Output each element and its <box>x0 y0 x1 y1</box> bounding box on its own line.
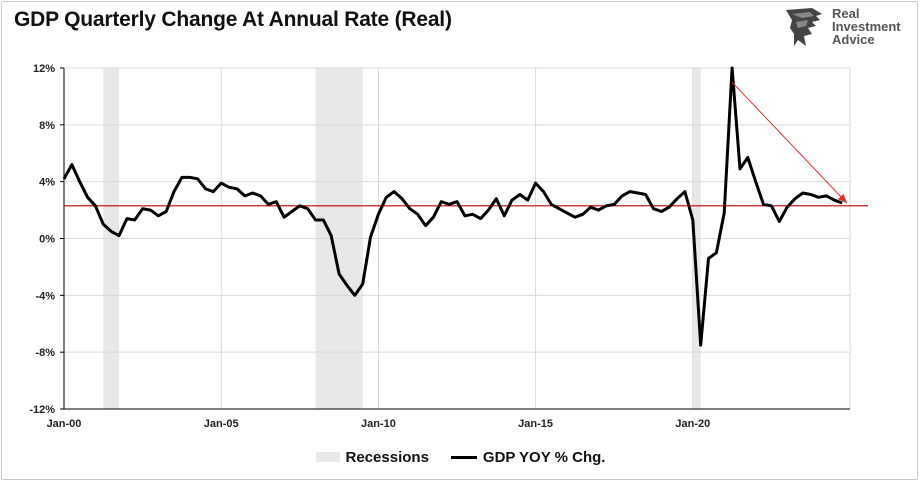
chart-legend: Recessions GDP YOY % Chg. <box>0 446 921 468</box>
brand-line-1: Real <box>832 6 860 21</box>
legend-label-recessions: Recessions <box>345 448 429 466</box>
chart-title: GDP Quarterly Change At Annual Rate (Rea… <box>14 8 452 31</box>
y-tick-label: 12% <box>33 63 55 75</box>
y-tick-label: 8% <box>39 120 55 132</box>
legend-item-gdp: GDP YOY % Chg. <box>450 448 606 466</box>
x-tick-label: Jan-15 <box>518 418 553 430</box>
y-tick-label: 4% <box>39 177 55 189</box>
brand-name: Real Investment Advice <box>832 7 901 46</box>
y-tick-label: -4% <box>35 290 55 302</box>
gdp-line-chart: 12% 8% 4% 0% -4% -8% -12% Jan-00 Jan-05 Jan-10 Jan… <box>29 63 868 430</box>
legend-item-recessions: Recessions <box>315 448 429 466</box>
y-tick-label: -8% <box>35 347 55 359</box>
y-tick-label: -12% <box>29 404 55 416</box>
trend-arrow-head <box>837 193 847 203</box>
x-tick-label: Jan-20 <box>675 418 710 430</box>
legend-label-gdp: GDP YOY % Chg. <box>482 448 606 466</box>
eagle-logo-icon <box>786 8 822 46</box>
brand-line-3: Advice <box>832 32 875 47</box>
x-tick-label: Jan-05 <box>204 418 239 430</box>
brand-line-2: Investment <box>832 19 901 34</box>
gdp-series-line <box>62 66 843 347</box>
x-tick-label: Jan-00 <box>47 418 82 430</box>
recession-swatch <box>315 452 340 462</box>
trend-arrow-line <box>731 81 848 204</box>
y-tick-label: 0% <box>39 234 55 246</box>
brand-logo: Real Investment Advice <box>782 6 902 48</box>
x-tick-label: Jan-10 <box>361 418 396 430</box>
gdp-line-swatch <box>450 455 477 459</box>
